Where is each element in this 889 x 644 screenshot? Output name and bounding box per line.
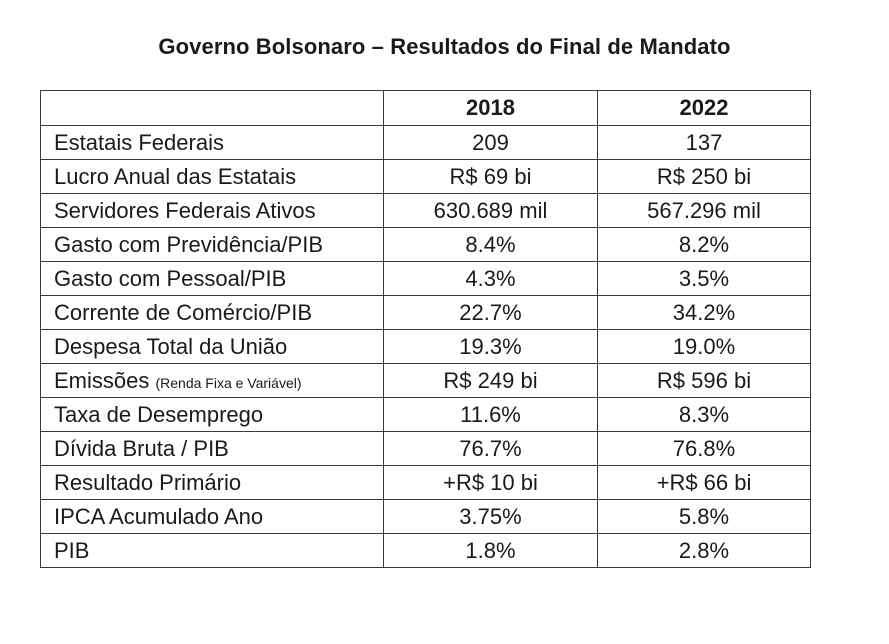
value-2022: 76.8%: [597, 431, 811, 466]
value-2022: 8.3%: [597, 397, 811, 432]
table-row: Gasto com Pessoal/PIB 4.3% 3.5%: [40, 261, 811, 296]
row-label: Despesa Total da União: [54, 333, 288, 359]
value-2022: 3.5%: [597, 261, 811, 296]
table-row: Estatais Federais 209 137: [40, 125, 811, 160]
value-2018: 19.3%: [383, 329, 598, 364]
value-2018: +R$ 10 bi: [383, 465, 598, 500]
value-2018: 8.4%: [383, 227, 598, 262]
value-2022: 2.8%: [597, 533, 811, 568]
value-2018: 209: [383, 125, 598, 160]
table-row: Servidores Federais Ativos 630.689 mil 567…: [40, 193, 811, 228]
table-row: IPCA Acumulado Ano 3.75% 5.8%: [40, 499, 811, 534]
row-label-cell: Estatais Federais: [40, 125, 384, 160]
row-label-cell: Servidores Federais Ativos: [40, 193, 384, 228]
row-label: Dívida Bruta / PIB: [54, 435, 229, 461]
value-2018: 4.3%: [383, 261, 598, 296]
row-label: PIB: [54, 537, 90, 563]
value-2018: 76.7%: [383, 431, 598, 466]
row-label-cell: Resultado Primário: [40, 465, 384, 500]
page-title: Governo Bolsonaro – Resultados do Final …: [158, 34, 731, 59]
value-2018: 630.689 mil: [383, 193, 598, 228]
value-2018: 11.6%: [383, 397, 598, 432]
value-2022: 567.296 mil: [597, 193, 811, 228]
table-row: PIB 1.8% 2.8%: [40, 533, 811, 568]
table-row: Corrente de Comércio/PIB 22.7% 34.2%: [40, 295, 811, 330]
value-2022: 19.0%: [597, 329, 811, 364]
row-label-cell: Gasto com Previdência/PIB: [40, 227, 384, 262]
value-2022: 5.8%: [597, 499, 811, 534]
table-row: Emissões (Renda Fixa e Variável) R$ 249 b…: [40, 363, 811, 398]
row-label-cell: Gasto com Pessoal/PIB: [40, 261, 384, 296]
value-2018: 3.75%: [383, 499, 598, 534]
row-label: Servidores Federais Ativos: [54, 197, 316, 223]
header-2018: 2018: [383, 90, 598, 126]
header-empty-cell: [40, 90, 384, 126]
row-label-note: (Renda Fixa e Variável): [155, 374, 302, 391]
value-2022: R$ 250 bi: [597, 159, 811, 194]
table-row: Resultado Primário +R$ 10 bi +R$ 66 bi: [40, 465, 811, 500]
value-2022: +R$ 66 bi: [597, 465, 811, 500]
value-2022: 8.2%: [597, 227, 811, 262]
value-2018: R$ 249 bi: [383, 363, 598, 398]
row-label-cell: Corrente de Comércio/PIB: [40, 295, 384, 330]
row-label-cell: Dívida Bruta / PIB: [40, 431, 384, 466]
row-label-cell: Emissões (Renda Fixa e Variável): [40, 363, 384, 398]
row-label: Lucro Anual das Estatais: [54, 163, 297, 189]
row-label-cell: Despesa Total da União: [40, 329, 384, 364]
row-label-cell: Taxa de Desemprego: [40, 397, 384, 432]
value-2022: R$ 596 bi: [597, 363, 811, 398]
row-label: Corrente de Comércio/PIB: [54, 299, 312, 325]
row-label: Gasto com Pessoal/PIB: [54, 265, 287, 291]
value-2022: 137: [597, 125, 811, 160]
table-row: Despesa Total da União 19.3% 19.0%: [40, 329, 811, 364]
row-label: IPCA Acumulado Ano: [54, 503, 264, 529]
row-label-cell: PIB: [40, 533, 384, 568]
header-2022: 2022: [597, 90, 811, 126]
table-body: Estatais Federais 209 137 Lucro Anual das E…: [40, 125, 811, 568]
row-label: Emissões: [54, 367, 150, 393]
table-row: Taxa de Desemprego 11.6% 8.3%: [40, 397, 811, 432]
row-label-cell: IPCA Acumulado Ano: [40, 499, 384, 534]
value-2018: 1.8%: [383, 533, 598, 568]
row-label: Gasto com Previdência/PIB: [54, 231, 324, 257]
table-row: Dívida Bruta / PIB 76.7% 76.8%: [40, 431, 811, 466]
results-table: 2018 2022 Estatais Federais 209 137 Lucro A…: [40, 90, 811, 568]
row-label: Resultado Primário: [54, 469, 242, 495]
row-label: Taxa de Desemprego: [54, 401, 264, 427]
header-row: 2018 2022: [40, 90, 811, 126]
value-2018: R$ 69 bi: [383, 159, 598, 194]
value-2022: 34.2%: [597, 295, 811, 330]
row-label-cell: Lucro Anual das Estatais: [40, 159, 384, 194]
value-2018: 22.7%: [383, 295, 598, 330]
table-row: Gasto com Previdência/PIB 8.4% 8.2%: [40, 227, 811, 262]
table-row: Lucro Anual das Estatais R$ 69 bi R$ 250 b…: [40, 159, 811, 194]
row-label: Estatais Federais: [54, 129, 224, 155]
